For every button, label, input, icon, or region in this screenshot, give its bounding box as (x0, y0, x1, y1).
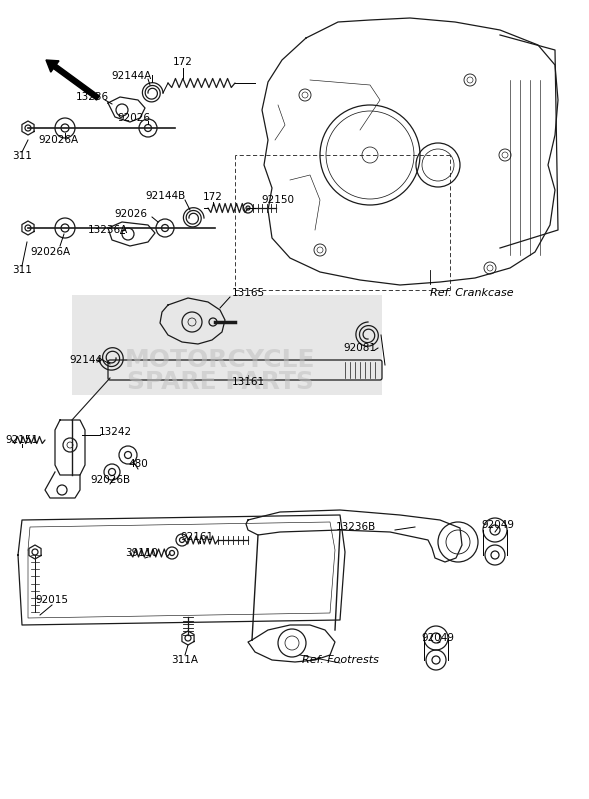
Text: 13236: 13236 (75, 92, 108, 102)
Text: 92081: 92081 (343, 343, 376, 353)
Text: 92026A: 92026A (38, 135, 78, 145)
FancyArrow shape (46, 60, 100, 100)
Text: 92049: 92049 (481, 520, 515, 530)
Text: 92161: 92161 (180, 532, 214, 542)
FancyBboxPatch shape (72, 295, 382, 395)
Text: 92144: 92144 (70, 355, 102, 365)
Text: 13236B: 13236B (336, 522, 376, 532)
Text: Ref. Crankcase: Ref. Crankcase (430, 288, 514, 298)
Text: 92144B: 92144B (146, 191, 186, 201)
Text: 92026B: 92026B (90, 475, 130, 485)
Text: 92144A: 92144A (111, 71, 151, 81)
Text: 13165: 13165 (231, 288, 264, 298)
FancyBboxPatch shape (108, 360, 382, 380)
Text: 92026: 92026 (114, 209, 147, 219)
Text: 39110: 39110 (125, 548, 158, 558)
Text: 92150: 92150 (262, 195, 294, 205)
Text: 92015: 92015 (35, 595, 68, 605)
Text: MOTORCYCLE: MOTORCYCLE (125, 348, 315, 372)
Text: Ref. Footrests: Ref. Footrests (302, 655, 379, 665)
Text: 172: 172 (173, 57, 193, 67)
Text: 13242: 13242 (98, 427, 131, 437)
Text: 311: 311 (12, 265, 32, 275)
Text: 92151: 92151 (5, 435, 38, 445)
Text: 13161: 13161 (231, 377, 264, 387)
Text: 480: 480 (128, 459, 148, 469)
Text: 92026: 92026 (117, 113, 151, 123)
Text: 311A: 311A (171, 655, 198, 665)
Text: SPARE PARTS: SPARE PARTS (127, 370, 313, 394)
Text: 92026A: 92026A (30, 247, 70, 257)
Text: 92049: 92049 (422, 633, 455, 643)
Text: 172: 172 (203, 192, 223, 202)
Text: 311: 311 (12, 151, 32, 161)
Text: 13236A: 13236A (88, 225, 128, 235)
